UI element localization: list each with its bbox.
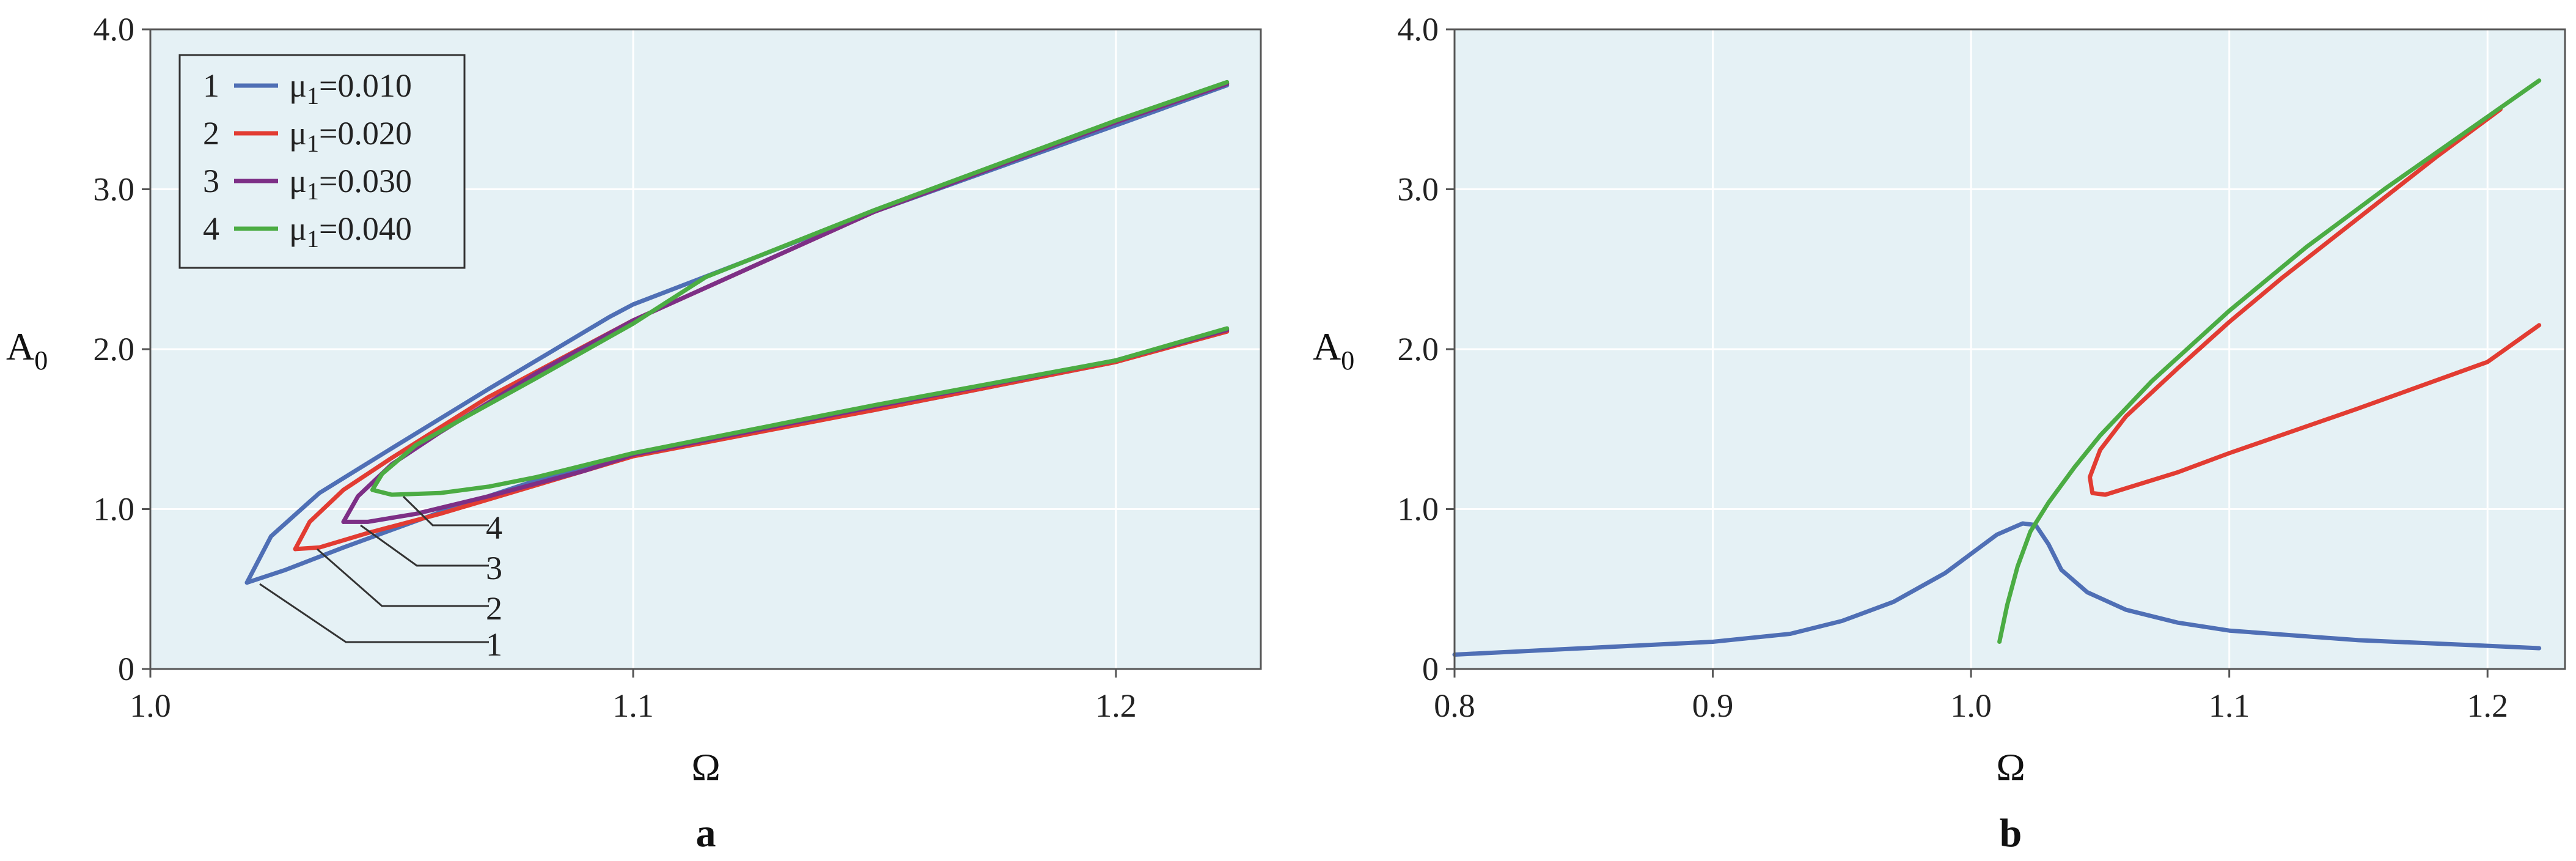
- x-tick-label-b: 1.2: [2467, 687, 2508, 724]
- series-3-line-b: [1997, 78, 2542, 644]
- panel-a: 1.0 1.1 1.2 01.02.03.04.0 Ω A0 a 1 μ1=0.010…: [6, 11, 1262, 855]
- y-tick-labels-a: 0 1.0 2.0 3.0 4.0: [94, 11, 150, 687]
- callout-label-3: 3: [486, 550, 502, 586]
- x-tick-label-b: 0.8: [1434, 687, 1475, 724]
- y-tick-label-a: 0: [118, 651, 134, 687]
- x-tick-label-b: 1.0: [1950, 687, 1992, 724]
- x-tick-label-a: 1.0: [130, 687, 171, 724]
- x-axis-title-b: Ω: [1996, 745, 2025, 789]
- legend-box: [178, 54, 466, 269]
- x-tick-label-b: 0.9: [1692, 687, 1734, 724]
- legend-entry-label: μ1=0.020: [289, 115, 412, 157]
- legend-entry-label: μ1=0.030: [289, 163, 412, 205]
- legend-entry-number: 1: [203, 67, 219, 104]
- y-tick-label-b: 1.0: [1398, 491, 1439, 528]
- legend-entry-label: μ1=0.040: [289, 210, 412, 253]
- callout-line-4: [402, 495, 489, 527]
- series-4-line-a: [370, 326, 1230, 497]
- y-tick-label-a: 2.0: [94, 331, 135, 368]
- callout-line-1: [259, 583, 489, 643]
- legend: 1 μ1=0.010 2 μ1=0.020 3 μ1=0.030 4 μ1=0.040: [178, 54, 466, 269]
- y-axis-title-b: A0: [1313, 325, 1354, 375]
- legend-entry-number: 3: [203, 163, 219, 199]
- x-tick-label-a: 1.1: [612, 687, 654, 724]
- y-axis-title-sub-b: 0: [1341, 346, 1354, 375]
- callout-label-1: 1: [486, 626, 502, 663]
- curves-b: [1452, 78, 2542, 657]
- panel-b: 0.8 0.9 1.0 1.1 1.2 0 1.0 2.0 3.0 4.0 Ω A0 b: [1313, 11, 2566, 855]
- x-tick-labels-b: 0.8 0.9 1.0 1.1 1.2: [1434, 669, 2508, 724]
- legend-entries: 1 μ1=0.010 2 μ1=0.020 3 μ1=0.030 4 μ1=0.040: [203, 67, 412, 253]
- y-axis-title-sub-a: 0: [34, 346, 48, 375]
- y-tick-label-b: 4.0: [1398, 11, 1439, 48]
- legend-entry-label: μ1=0.010: [289, 67, 412, 109]
- gridlines-b: [1455, 29, 2565, 669]
- gridlines-a: [150, 29, 1261, 669]
- series-2-line-b: [2088, 107, 2542, 497]
- legend-entry-number: 4: [203, 210, 219, 247]
- curves-a: [244, 79, 1230, 585]
- y-tick-label-a: 1.0: [94, 491, 135, 528]
- x-axis-title-a: Ω: [691, 745, 721, 789]
- legend-entry-number: 2: [203, 115, 219, 152]
- callout-line-2: [317, 548, 489, 607]
- callout-label-2: 2: [486, 590, 502, 627]
- x-tick-labels-a: 1.0 1.1 1.2: [130, 669, 1137, 724]
- y-tick-label-a: 3.0: [94, 171, 135, 208]
- y-tick-label-b: 2.0: [1398, 331, 1439, 368]
- y-tick-label-b: 3.0: [1398, 171, 1439, 208]
- y-axis-title-a: A0: [6, 325, 48, 375]
- series-4-line-a: [370, 79, 1230, 492]
- y-tick-label-a: 4.0: [94, 11, 135, 48]
- x-tick-label-a: 1.2: [1095, 687, 1137, 724]
- y-tick-label-b: 0: [1422, 651, 1439, 687]
- panel-label-b: b: [2000, 811, 2022, 855]
- callout-line-3: [360, 524, 489, 567]
- series-1-line-b: [1452, 521, 2542, 657]
- callout-label-4: 4: [486, 509, 502, 546]
- y-tick-labels-b: 0 1.0 2.0 3.0 4.0: [1398, 11, 1455, 687]
- panel-label-a: a: [696, 811, 716, 855]
- x-tick-label-b: 1.1: [2209, 687, 2250, 724]
- curve-callouts: 1 2 3 4: [259, 495, 502, 663]
